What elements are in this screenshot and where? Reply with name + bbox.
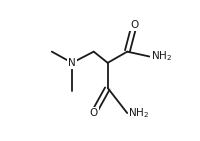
- Text: NH$_2$: NH$_2$: [128, 106, 149, 120]
- Text: N: N: [68, 58, 76, 68]
- Text: O: O: [90, 108, 98, 118]
- Text: NH$_2$: NH$_2$: [151, 50, 172, 63]
- Text: O: O: [130, 20, 138, 30]
